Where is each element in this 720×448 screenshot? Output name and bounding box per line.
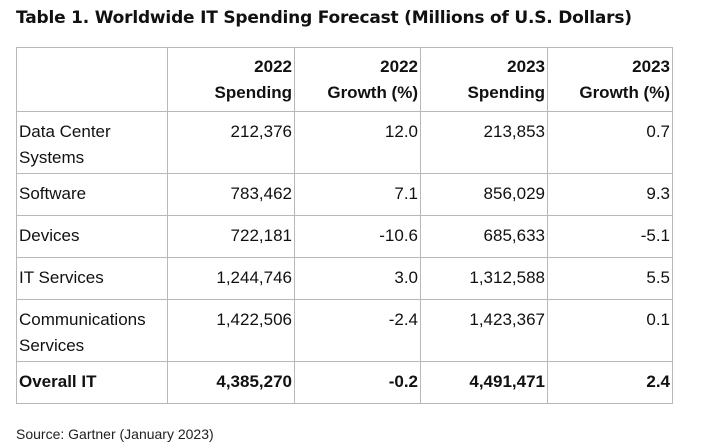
cell-2023-growth: 0.7 (547, 111, 673, 174)
cell-2022-growth: 3.0 (294, 257, 421, 300)
total-2023-growth: 2.4 (547, 361, 673, 404)
cell-2022-spending: 1,244,746 (167, 257, 295, 300)
cell-2022-growth: -10.6 (294, 215, 421, 258)
table-title: Table 1. Worldwide IT Spending Forecast … (16, 8, 632, 28)
cell-2023-spending: 1,312,588 (420, 257, 548, 300)
cell-2023-spending: 213,853 (420, 111, 548, 174)
total-2023-spending: 4,491,471 (420, 361, 548, 404)
cell-2023-spending: 856,029 (420, 173, 548, 216)
total-row: Overall IT 4,385,270 -0.2 4,491,471 2.4 (16, 361, 673, 404)
cell-2023-growth: -5.1 (547, 215, 673, 258)
cell-2022-growth: 7.1 (294, 173, 421, 216)
cell-2023-growth: 0.1 (547, 299, 673, 362)
table-row: Communications Services 1,422,506 -2.4 1,… (16, 299, 673, 362)
header-2023-spending: 2023 Spending (420, 47, 548, 112)
cell-2022-growth: -2.4 (294, 299, 421, 362)
source-note: Source: Gartner (January 2023) (16, 426, 214, 442)
cell-2023-growth: 5.5 (547, 257, 673, 300)
total-2022-growth: -0.2 (294, 361, 421, 404)
cell-2022-spending: 212,376 (167, 111, 295, 174)
row-category: IT Services (16, 257, 168, 300)
total-2022-spending: 4,385,270 (167, 361, 295, 404)
table-row: Data Center Systems 212,376 12.0 213,853 … (16, 111, 673, 174)
it-spending-table: 2022 Spending 2022 Growth (%) 2023 Spending… (16, 47, 673, 404)
table-row: IT Services 1,244,746 3.0 1,312,588 5.5 (16, 257, 673, 300)
header-2022-growth: 2022 Growth (%) (294, 47, 421, 112)
cell-2022-spending: 1,422,506 (167, 299, 295, 362)
table-row: Devices 722,181 -10.6 685,633 -5.1 (16, 215, 673, 258)
row-category: Software (16, 173, 168, 216)
header-2023-growth: 2023 Growth (%) (547, 47, 673, 112)
row-category: Communications Services (16, 299, 168, 362)
header-row: 2022 Spending 2022 Growth (%) 2023 Spending… (16, 47, 673, 112)
header-2022-spending: 2022 Spending (167, 47, 295, 112)
cell-2022-spending: 722,181 (167, 215, 295, 258)
cell-2023-spending: 685,633 (420, 215, 548, 258)
row-category: Data Center Systems (16, 111, 168, 174)
cell-2022-spending: 783,462 (167, 173, 295, 216)
cell-2022-growth: 12.0 (294, 111, 421, 174)
cell-2023-growth: 9.3 (547, 173, 673, 216)
row-category: Devices (16, 215, 168, 258)
header-category (16, 47, 168, 112)
table-row: Software 783,462 7.1 856,029 9.3 (16, 173, 673, 216)
cell-2023-spending: 1,423,367 (420, 299, 548, 362)
total-category: Overall IT (16, 361, 168, 404)
